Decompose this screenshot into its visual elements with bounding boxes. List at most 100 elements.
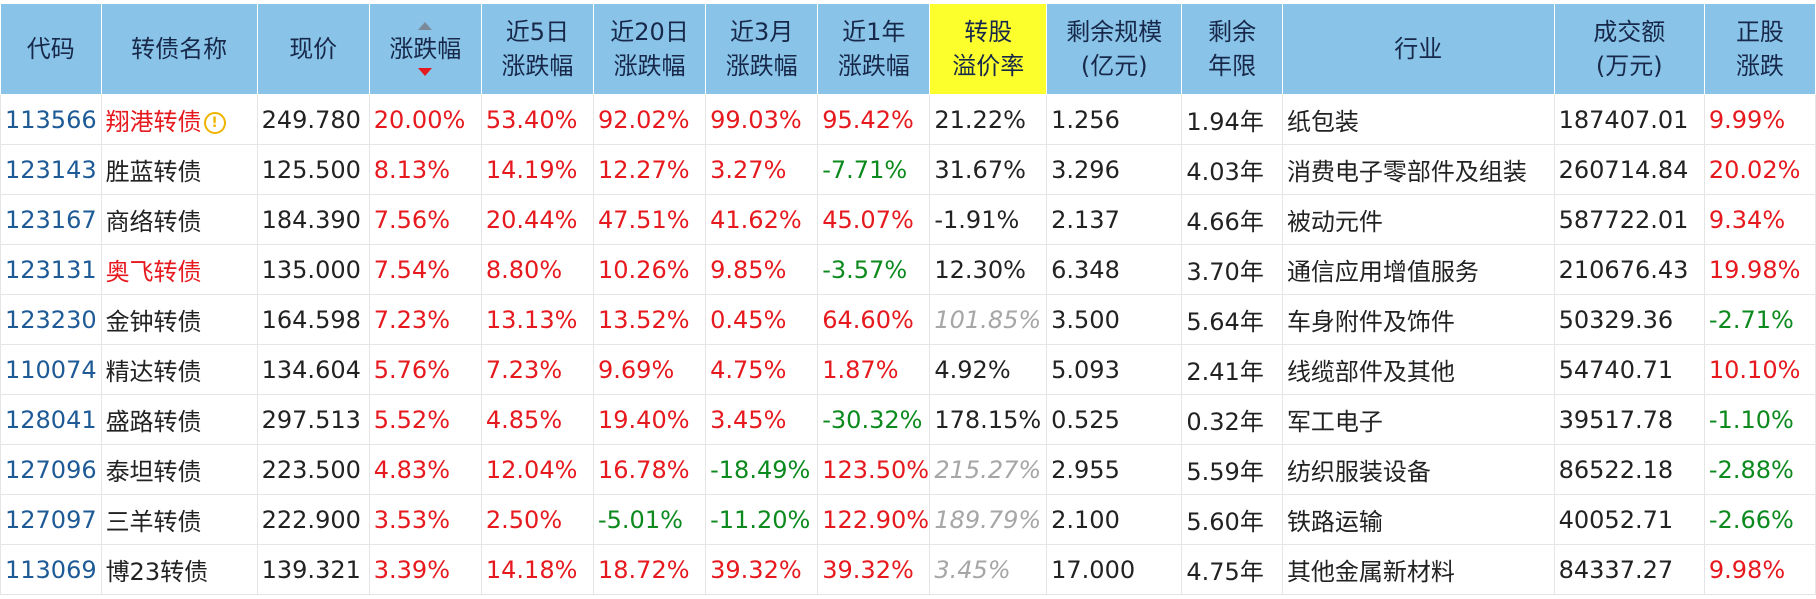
- column-header-chg5d[interactable]: 近5日 涨跌幅: [480, 3, 595, 95]
- cell-chg3m: 3.45%: [705, 394, 819, 445]
- cell-industry: 被动元件: [1281, 194, 1555, 245]
- column-header-size[interactable]: 剩余规模 (亿元): [1046, 3, 1183, 95]
- cell-chg5d: 14.18%: [480, 544, 595, 595]
- column-header-name[interactable]: 转债名称: [100, 3, 258, 95]
- cell-name[interactable]: 泰坦转债: [100, 444, 258, 495]
- chg3m-value: 3.27%: [710, 155, 787, 184]
- code-value: 127097: [5, 505, 97, 534]
- cell-industry: 铁路运输: [1281, 494, 1555, 545]
- years-value: 4.03年: [1186, 158, 1264, 186]
- column-header-industry[interactable]: 行业: [1281, 3, 1555, 95]
- size-value: 2.100: [1051, 505, 1120, 534]
- name-value: 奥飞转债: [105, 258, 202, 286]
- table-row[interactable]: 127096 泰坦转债 223.500 4.83% 12.04% 16.78% -18.49…: [0, 444, 1816, 495]
- sort-ascending-icon[interactable]: [418, 22, 433, 30]
- cell-premium: 178.15%: [929, 394, 1048, 445]
- cell-code[interactable]: 110074: [0, 344, 102, 395]
- table-row[interactable]: 123167 商络转债 184.390 7.56% 20.44% 47.51% 41.62%…: [0, 194, 1816, 245]
- table-row[interactable]: 123143 胜蓝转债 125.500 8.13% 14.19% 12.27% 3.27% -…: [0, 144, 1816, 195]
- cell-code[interactable]: 123230: [0, 294, 102, 345]
- cell-stock_chg: -2.71%: [1703, 294, 1816, 345]
- cell-chg3m: 39.32%: [705, 544, 819, 595]
- price-value: 223.500: [261, 455, 361, 484]
- size-value: 0.525: [1051, 405, 1120, 434]
- stock_chg-value: 10.10%: [1708, 355, 1801, 384]
- table-row[interactable]: 123131 奥飞转债 135.000 7.54% 8.80% 10.26% 9.85% -3…: [0, 244, 1816, 295]
- warning-icon[interactable]: !: [203, 112, 226, 134]
- chg1y-value: 45.07%: [822, 205, 914, 234]
- cell-size: 5.093: [1046, 344, 1183, 395]
- cell-volume: 84337.27: [1553, 544, 1705, 595]
- table-row[interactable]: 127097 三羊转债 222.900 3.53% 2.50% -5.01% -11.20%…: [0, 494, 1816, 545]
- cell-name[interactable]: 商络转债: [100, 194, 258, 245]
- cell-code[interactable]: 128041: [0, 394, 102, 445]
- chg-value: 20.00%: [373, 105, 466, 134]
- table-row[interactable]: 113566 翔港转债! 249.780 20.00% 53.40% 92.02% 99.0…: [0, 94, 1816, 145]
- cell-name[interactable]: 翔港转债!: [100, 94, 258, 145]
- price-value: 222.900: [261, 505, 361, 534]
- cell-chg20d: 92.02%: [592, 94, 707, 145]
- chg5d-value: 12.04%: [485, 455, 578, 484]
- cell-code[interactable]: 113566: [0, 94, 102, 145]
- cell-stock_chg: 19.98%: [1703, 244, 1816, 295]
- chg20d-value: 12.27%: [598, 155, 690, 184]
- column-header-price[interactable]: 现价: [256, 3, 370, 95]
- cell-code[interactable]: 123143: [0, 144, 102, 195]
- cell-years: 5.64年: [1181, 294, 1283, 345]
- cell-chg5d: 20.44%: [480, 194, 595, 245]
- industry-value: 其他金属新材料: [1286, 558, 1455, 586]
- column-header-chg1y[interactable]: 近1年 涨跌幅: [817, 3, 931, 95]
- chg3m-value: 39.32%: [710, 555, 802, 584]
- premium-value: 12.30%: [934, 255, 1026, 284]
- cell-name[interactable]: 精达转债: [100, 344, 258, 395]
- size-value: 1.256: [1051, 105, 1120, 134]
- column-header-premium[interactable]: 转股 溢价率: [929, 3, 1048, 95]
- table-row[interactable]: 123230 金钟转债 164.598 7.23% 13.13% 13.52% 0.45% 6…: [0, 294, 1816, 345]
- cell-name[interactable]: 胜蓝转债: [100, 144, 258, 195]
- stock_chg-value: -2.88%: [1708, 455, 1794, 484]
- column-header-stock_chg[interactable]: 正股 涨跌: [1703, 3, 1816, 95]
- premium-value: -1.91%: [934, 205, 1020, 234]
- cell-industry: 军工电子: [1281, 394, 1555, 445]
- column-header-label: 近1年 涨跌幅: [837, 18, 910, 80]
- name-value: 金钟转债: [105, 308, 202, 336]
- cell-code[interactable]: 123131: [0, 244, 102, 295]
- cell-size: 3.296: [1046, 144, 1183, 195]
- table-row[interactable]: 113069 博23转债 139.321 3.39% 14.18% 18.72% 39.32…: [0, 544, 1816, 595]
- cell-name[interactable]: 三羊转债: [100, 494, 258, 545]
- table-row[interactable]: 128041 盛路转债 297.513 5.52% 4.85% 19.40% 3.45% -3…: [0, 394, 1816, 445]
- cell-years: 3.70年: [1181, 244, 1283, 295]
- cell-chg5d: 14.19%: [480, 144, 595, 195]
- column-header-years[interactable]: 剩余 年限: [1181, 3, 1283, 95]
- cell-code[interactable]: 127097: [0, 494, 102, 545]
- stock_chg-value: -2.71%: [1708, 305, 1794, 334]
- cell-name[interactable]: 金钟转债: [100, 294, 258, 345]
- column-header-chg20d[interactable]: 近20日 涨跌幅: [592, 3, 707, 95]
- cell-size: 6.348: [1046, 244, 1183, 295]
- chg1y-value: 122.90%: [822, 505, 930, 534]
- cell-code[interactable]: 113069: [0, 544, 102, 595]
- cell-industry: 纸包装: [1281, 94, 1555, 145]
- cell-name[interactable]: 博23转债: [100, 544, 258, 595]
- column-header-label: 近5日 涨跌幅: [501, 18, 574, 80]
- cell-code[interactable]: 123167: [0, 194, 102, 245]
- cell-chg1y: 64.60%: [817, 294, 931, 345]
- cell-name[interactable]: 盛路转债: [100, 394, 258, 445]
- table-row[interactable]: 110074 精达转债 134.604 5.76% 7.23% 9.69% 4.75% 1.8…: [0, 344, 1816, 395]
- cell-years: 1.94年: [1181, 94, 1283, 145]
- size-value: 5.093: [1051, 355, 1120, 384]
- cell-volume: 54740.71: [1553, 344, 1705, 395]
- cell-code[interactable]: 127096: [0, 444, 102, 495]
- cell-size: 2.100: [1046, 494, 1183, 545]
- cell-chg20d: -5.01%: [592, 494, 707, 545]
- column-header-code[interactable]: 代码: [0, 3, 102, 95]
- chg3m-value: 9.85%: [710, 255, 787, 284]
- sort-descending-icon[interactable]: [418, 68, 433, 76]
- column-header-chg[interactable]: 涨跌幅: [368, 3, 482, 95]
- premium-value: 31.67%: [934, 155, 1026, 184]
- cell-chg: 20.00%: [368, 94, 482, 145]
- cell-name[interactable]: 奥飞转债: [100, 244, 258, 295]
- industry-value: 军工电子: [1286, 408, 1383, 436]
- column-header-chg3m[interactable]: 近3月 涨跌幅: [705, 3, 819, 95]
- column-header-volume[interactable]: 成交额 (万元): [1553, 3, 1705, 95]
